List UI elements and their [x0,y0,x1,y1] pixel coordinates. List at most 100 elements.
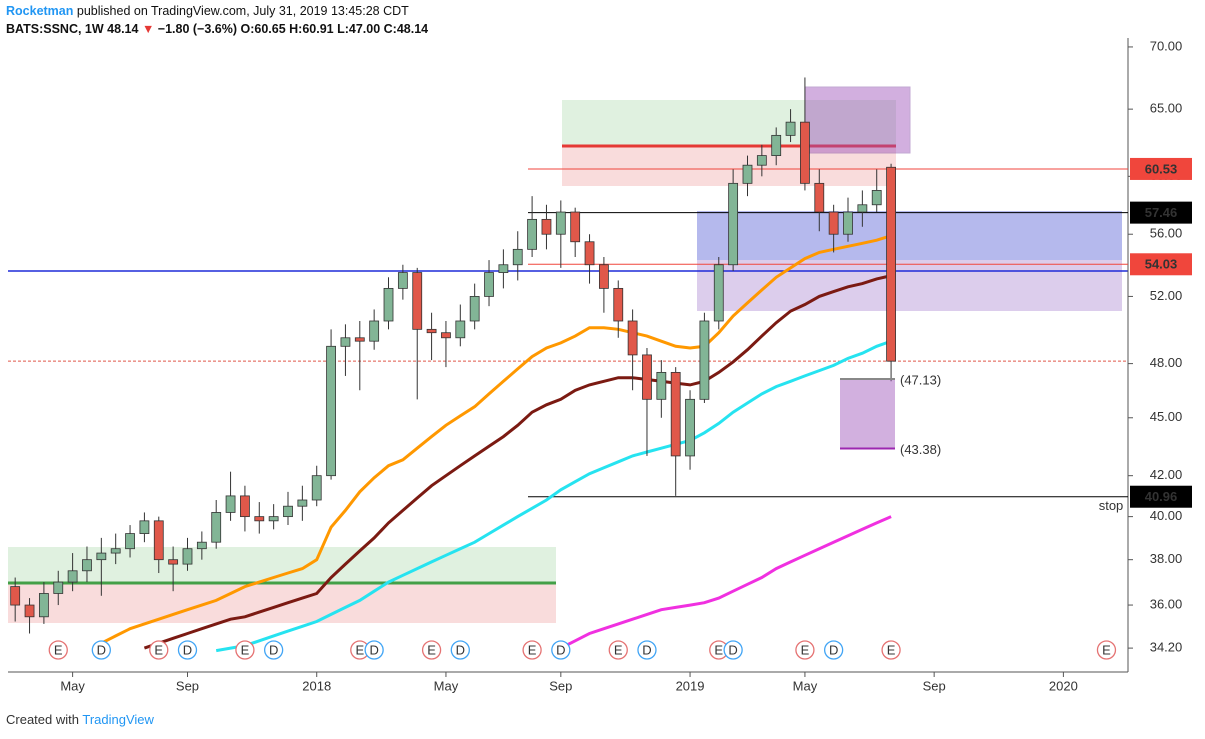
event-marker [48,640,68,660]
candle-body [598,264,609,289]
created: Created with [6,712,79,727]
event-label: E [614,642,623,657]
event-label: D [183,642,192,657]
moving-average [560,515,892,650]
price-label: 40.96 [1145,489,1178,504]
author: Rocketman [6,4,73,18]
candle-body [254,516,265,522]
zone [562,146,896,186]
price-label: 60.53 [1145,161,1178,176]
event-marker [450,640,470,660]
price-label: 57.46 [1145,205,1178,220]
candle-body [814,182,825,213]
candle-body [240,495,250,518]
candle-body [656,371,667,400]
y-tick-label: 48.00 [1150,355,1183,370]
candle-body [67,570,78,583]
event-label: E [54,642,63,657]
brand[interactable]: TradingView [82,712,154,727]
candle-body [613,287,624,322]
candle-body [24,604,35,618]
x-tick-label: 2020 [1049,678,1078,693]
candle-body [584,241,595,266]
candle-body [283,505,293,518]
event-marker [91,640,111,660]
candle-body [685,398,695,457]
candle-body [771,134,782,156]
candle-body [326,345,336,477]
event-marker [823,640,844,660]
candle-body [785,121,796,136]
last: 48.14 [107,22,138,36]
y-tick-label: 42.00 [1150,467,1183,482]
header-line: Rocketman published on TradingView.com, … [6,4,409,18]
price-label: 54.03 [1145,257,1178,272]
event-marker [177,640,198,660]
stop-label: stop [1099,498,1124,513]
event-label: D [556,642,565,657]
event-label: D [369,642,378,657]
event-label: E [241,642,250,657]
candle-body [843,211,853,235]
price-label-box [1130,253,1192,276]
symbol-line: BATS:SSNC, 1W 48.14 ▼ −1.80 (−3.6%) O:60… [6,22,428,36]
event-label: D [642,642,651,657]
moving-average [143,274,892,650]
candle-body [742,164,753,184]
candle-body [512,248,523,266]
published: published on TradingView.com, July 31, 2… [77,4,409,18]
candle-body [139,520,150,534]
x-tick-label: Sep [176,678,199,693]
candle-body [871,190,882,206]
arrow: ▼ [142,22,154,36]
candle-body [828,211,839,235]
candle-body [642,354,652,400]
candle-body [886,166,896,362]
candle-body [153,520,164,561]
y-tick-label: 40.00 [1150,508,1183,523]
candle-body [412,272,423,330]
x-tick-label: 2019 [676,678,705,693]
candle-body [728,182,739,266]
y-tick-label: 36.00 [1150,596,1183,611]
event-label: E [1102,642,1111,657]
event-marker [235,640,255,660]
target-box [840,378,895,449]
event-marker [263,640,284,660]
y-tick-label: 65.00 [1150,101,1183,116]
event-marker [723,640,743,660]
candle-body [297,499,308,507]
x-tick-label: Sep [923,678,946,693]
change: −1.80 (−3.6%) [158,22,237,36]
candle-body [857,204,868,213]
zone [697,260,1122,311]
candle-body [110,548,121,554]
event-marker [637,640,657,660]
candle-body [699,320,710,400]
y-tick-label: 45.00 [1150,409,1183,424]
footer: Created with TradingView [6,712,155,727]
candle-body [800,121,810,184]
candle-body [340,337,351,347]
x-tick-label: May [60,678,85,693]
candle-body [383,287,394,322]
event-label: E [154,642,163,657]
event-marker [364,640,384,660]
event-label: E [714,642,723,657]
x-tick-label: 2018 [302,678,331,693]
symbol: BATS:SSNC, 1W [6,22,104,36]
event-label: D [97,642,106,657]
candle-body [541,218,552,235]
zone [8,583,556,623]
x-tick-label: Sep [549,678,572,693]
candle-body [268,516,279,522]
candle-body [10,586,21,606]
y-tick-label: 70.00 [1150,38,1183,53]
candle-body [53,581,64,594]
y-tick-label: 38.00 [1150,551,1183,566]
y-tick-label: 52.00 [1150,288,1183,303]
candle-body [125,533,135,550]
event-label: E [887,642,896,657]
candle-body [38,593,49,618]
